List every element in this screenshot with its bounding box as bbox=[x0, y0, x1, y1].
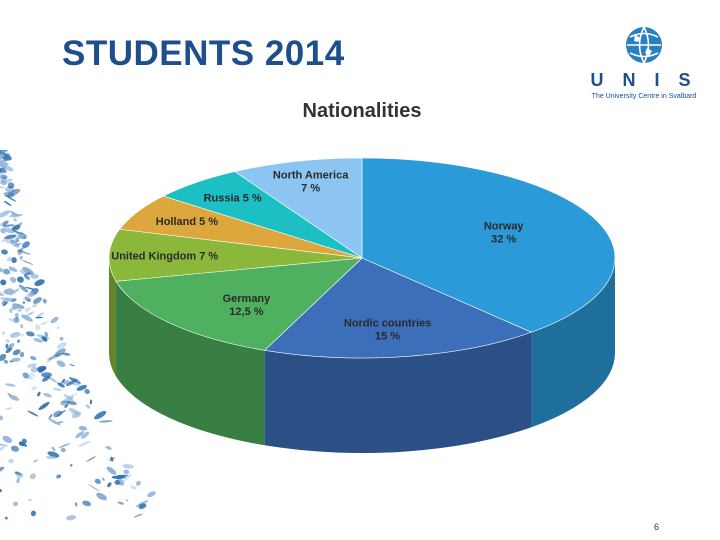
data-label-germany: Germany 12,5 % bbox=[223, 293, 272, 318]
pie-side-nordic-countries bbox=[264, 332, 532, 453]
pie-slice-norway bbox=[361, 157, 616, 333]
pie-slice-germany bbox=[115, 257, 363, 351]
pie-slice-united-kingdom bbox=[108, 228, 363, 282]
data-label-russia: Russia 5 % bbox=[204, 193, 262, 205]
pie-slice-north-america bbox=[234, 157, 363, 259]
decorative-ice-texture bbox=[0, 150, 156, 521]
page-number: 6 bbox=[654, 522, 660, 532]
data-label-norway: Norway 32 % bbox=[484, 221, 525, 246]
pie-side-germany bbox=[115, 281, 265, 446]
pie-side-norway bbox=[531, 258, 615, 428]
pie-side-united-kingdom bbox=[109, 258, 116, 377]
data-label-holland: Holland 5 % bbox=[156, 216, 219, 228]
slide-title: STUDENTS 2014 bbox=[62, 34, 345, 73]
unis-logo: U N I S The University Centre in Svalbar… bbox=[585, 22, 703, 106]
data-label-north-america: North America 7 % bbox=[273, 169, 349, 194]
pie-slice-nordic-countries bbox=[263, 257, 533, 359]
globe-icon bbox=[626, 26, 662, 64]
chart-title: Nationalities bbox=[303, 100, 422, 122]
logo-subtitle: The University Centre in Svalbard bbox=[591, 93, 697, 100]
data-label-nordic-countries: Nordic countries 15 % bbox=[344, 317, 431, 342]
data-label-united-kingdom: United Kingdom 7 % bbox=[111, 251, 218, 263]
logo-wordmark: U N I S bbox=[590, 70, 698, 90]
